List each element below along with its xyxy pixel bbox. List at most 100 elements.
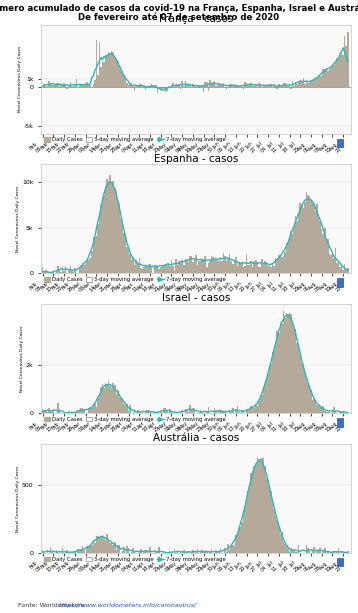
- Bar: [116, 550, 117, 553]
- Bar: [105, 55, 106, 87]
- Bar: [192, 84, 194, 87]
- Bar: [298, 82, 300, 87]
- Bar: [316, 405, 318, 413]
- Bar: [80, 85, 82, 87]
- Bar: [83, 84, 85, 87]
- Bar: [215, 550, 217, 553]
- Bar: [103, 196, 105, 273]
- Bar: [282, 83, 284, 87]
- Bar: [91, 251, 92, 273]
- Bar: [96, 40, 97, 87]
- Bar: [231, 545, 232, 553]
- Bar: [324, 229, 325, 273]
- Text: De fevereiro até 07 de setembro de 2020: De fevereiro até 07 de setembro de 2020: [78, 13, 280, 23]
- Bar: [208, 263, 209, 273]
- Bar: [99, 42, 100, 87]
- Bar: [327, 552, 329, 553]
- Y-axis label: Novel Coronavirus Daily Cases: Novel Coronavirus Daily Cases: [16, 186, 20, 252]
- Bar: [244, 506, 246, 553]
- Bar: [135, 261, 137, 273]
- Bar: [286, 546, 287, 553]
- Bar: [220, 410, 221, 413]
- Bar: [201, 259, 203, 273]
- Bar: [218, 261, 220, 273]
- Bar: [295, 552, 296, 553]
- Bar: [206, 552, 208, 553]
- Bar: [145, 551, 146, 553]
- Bar: [290, 548, 292, 553]
- Bar: [188, 412, 189, 413]
- Bar: [116, 191, 117, 273]
- Bar: [110, 53, 111, 87]
- Bar: [71, 86, 73, 87]
- Bar: [139, 259, 140, 273]
- Bar: [171, 260, 172, 273]
- Bar: [220, 83, 221, 87]
- Bar: [342, 411, 344, 413]
- Bar: [177, 86, 178, 87]
- Bar: [275, 516, 276, 553]
- Bar: [116, 59, 117, 87]
- Bar: [97, 224, 99, 273]
- Bar: [333, 258, 335, 273]
- Bar: [284, 253, 286, 273]
- Bar: [67, 87, 68, 89]
- Bar: [252, 86, 253, 87]
- Bar: [253, 86, 255, 87]
- Bar: [249, 84, 251, 87]
- Bar: [171, 412, 172, 413]
- Bar: [100, 205, 102, 273]
- Bar: [111, 183, 112, 273]
- Bar: [154, 265, 155, 273]
- Bar: [117, 545, 118, 553]
- Bar: [134, 552, 135, 553]
- Bar: [293, 226, 295, 273]
- Bar: [184, 409, 186, 413]
- Bar: [117, 61, 118, 87]
- Bar: [263, 85, 264, 87]
- Bar: [284, 318, 286, 413]
- Bar: [204, 256, 206, 273]
- Bar: [272, 503, 274, 553]
- Bar: [218, 84, 220, 87]
- Bar: [53, 411, 54, 413]
- Bar: [212, 257, 214, 273]
- Bar: [241, 87, 243, 88]
- Bar: [287, 242, 289, 273]
- Bar: [217, 259, 218, 273]
- Bar: [267, 266, 269, 273]
- Bar: [238, 528, 240, 553]
- Bar: [312, 202, 313, 273]
- Bar: [244, 266, 246, 273]
- Bar: [168, 263, 169, 273]
- Bar: [188, 262, 189, 273]
- Bar: [112, 52, 114, 87]
- Bar: [195, 552, 197, 553]
- Bar: [57, 83, 59, 87]
- Bar: [165, 87, 166, 91]
- Text: Número acumulado de casos da covid-19 na França, Espanha, Israel e Austrália: Número acumulado de casos da covid-19 na…: [0, 4, 358, 13]
- Bar: [137, 264, 139, 273]
- Bar: [286, 243, 287, 273]
- Legend: Daily Cases, 3-day moving average, 7-day moving average: Daily Cases, 3-day moving average, 7-day…: [44, 137, 226, 142]
- Bar: [264, 261, 266, 273]
- Bar: [247, 491, 249, 553]
- Bar: [336, 58, 338, 87]
- Bar: [220, 259, 221, 273]
- Bar: [280, 534, 281, 553]
- Bar: [126, 546, 128, 553]
- Bar: [100, 536, 102, 553]
- Bar: [345, 46, 347, 87]
- Bar: [249, 487, 251, 553]
- Y-axis label: Novel Coronavirus Daily Cases: Novel Coronavirus Daily Cases: [20, 326, 24, 392]
- Bar: [149, 412, 151, 413]
- Bar: [99, 212, 100, 273]
- Bar: [175, 259, 177, 273]
- Bar: [169, 409, 171, 413]
- Bar: [80, 549, 82, 553]
- Bar: [42, 86, 43, 87]
- Bar: [175, 85, 177, 87]
- Bar: [169, 266, 171, 273]
- Bar: [110, 544, 111, 553]
- Bar: [91, 408, 92, 413]
